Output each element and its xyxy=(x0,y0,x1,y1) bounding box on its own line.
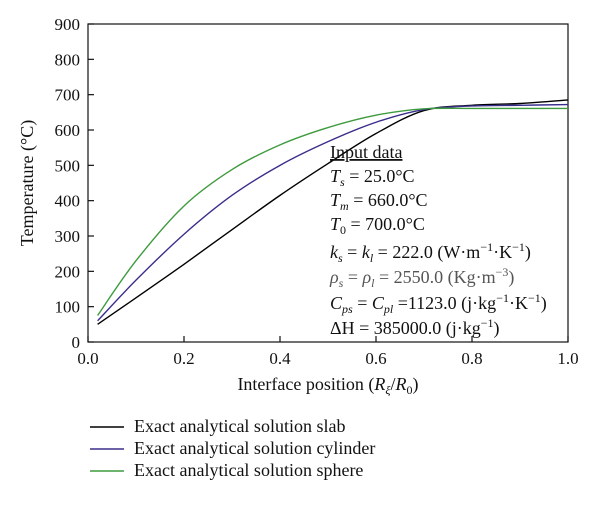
y-tick-label: 400 xyxy=(55,192,81,211)
x-axis-label-r0: R xyxy=(395,374,407,394)
y-tick-label: 900 xyxy=(55,15,81,34)
y-tick-label: 100 xyxy=(55,298,81,317)
series-line-2 xyxy=(97,103,569,322)
x-tick-label: 0.0 xyxy=(77,349,98,368)
x-tick-label: 0.4 xyxy=(269,349,291,368)
x-axis-label: Interface position (Rξ/R0) xyxy=(237,374,418,397)
annotation-heading: Input data xyxy=(330,142,402,162)
legend-label-1: Exact analytical solution slab xyxy=(134,416,345,436)
x-tick-label: 0.8 xyxy=(461,349,482,368)
axis-ticks: 0 100 200 300 400 500 600 700 800 900 0.0 0.2 0.4 0.6… xyxy=(55,15,579,368)
y-tick-label: 300 xyxy=(55,227,81,246)
annotation-tm: Tm = 660.0°C xyxy=(330,190,428,213)
x-axis-label-xi: ξ xyxy=(385,383,391,397)
y-tick-label: 800 xyxy=(55,50,81,69)
x-tick-label: 0.2 xyxy=(173,349,194,368)
plot-frame xyxy=(87,23,569,343)
y-tick-label: 600 xyxy=(55,121,81,140)
y-axis-label: Temperature (°C) xyxy=(17,120,38,246)
x-axis-label-slash: / xyxy=(391,374,396,394)
x-axis-label-r: R xyxy=(373,374,385,394)
annotation-rho: ρs = ρl = 2550.0 (Kg·m−3) xyxy=(329,265,514,290)
x-axis-label-zero: 0 xyxy=(407,383,413,397)
x-axis-label-suffix: ) xyxy=(413,374,419,395)
annotation-t0: T0 = 700.0°C xyxy=(330,214,425,237)
x-tick-label: 0.6 xyxy=(365,349,386,368)
annotation-ts: Ts = 25.0°C xyxy=(330,166,415,189)
series-lines xyxy=(97,99,569,325)
legend-label-2: Exact analytical solution cylinder xyxy=(134,438,375,458)
series-line-1 xyxy=(97,99,569,325)
y-tick-label: 0 xyxy=(72,333,81,352)
y-tick-label: 200 xyxy=(55,262,81,281)
y-tick-label: 500 xyxy=(55,156,81,175)
y-tick-label: 700 xyxy=(55,86,81,105)
annotation-k: ks = kl = 222.0 (W·m−1·K−1) xyxy=(330,240,531,265)
annotation-cp: Cps = Cpl =1123.0 (j·kg−1·K−1) xyxy=(330,291,547,316)
legend-label-3: Exact analytical solution sphere xyxy=(134,460,363,480)
x-axis-label-prefix: Interface position ( xyxy=(237,374,374,395)
input-data-annotation: Input data Ts = 25.0°C Tm = 660.0°C T0 =… xyxy=(329,142,547,339)
series-line-3 xyxy=(97,107,568,316)
x-tick-label: 1.0 xyxy=(557,349,578,368)
annotation-dh: ΔH = 385000.0 (j·kg−1) xyxy=(330,316,500,339)
